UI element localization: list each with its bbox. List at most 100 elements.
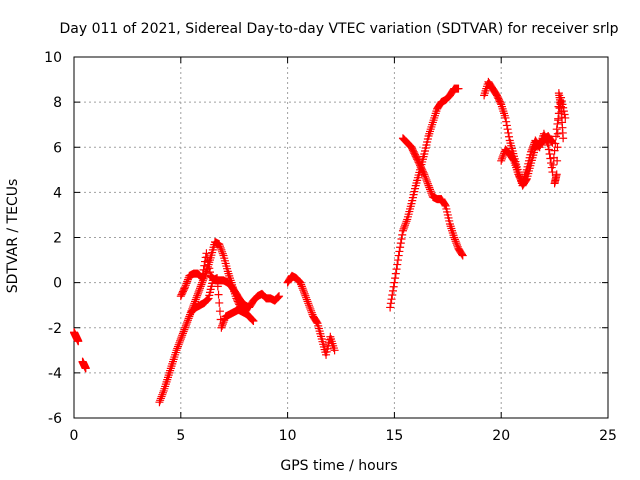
data-point (421, 172, 430, 181)
data-points (70, 77, 570, 407)
data-point (157, 392, 166, 401)
data-point (178, 331, 187, 340)
data-point (330, 346, 339, 355)
data-point (202, 249, 211, 258)
data-point (422, 175, 431, 184)
data-point (454, 84, 463, 93)
data-point (561, 113, 570, 122)
data-point (199, 265, 208, 274)
data-point (451, 237, 460, 246)
data-point (502, 121, 511, 130)
data-point (543, 139, 552, 148)
x-tick-label: 0 (70, 428, 79, 444)
y-tick-label: -4 (48, 366, 62, 382)
data-point (504, 128, 513, 137)
data-point (503, 125, 512, 134)
data-point (193, 291, 202, 300)
data-point (183, 316, 192, 325)
data-point (421, 174, 430, 183)
series-seg8 (398, 134, 467, 260)
data-point (302, 295, 311, 304)
y-tick-label: 2 (53, 231, 62, 247)
data-point (176, 336, 185, 345)
data-point (159, 388, 167, 397)
data-point (215, 298, 224, 307)
data-point (552, 125, 561, 134)
chart-title: Day 011 of 2021, Sidereal Day-to-day VTE… (59, 21, 618, 37)
data-point (194, 288, 203, 297)
data-point (193, 289, 202, 298)
data-point (553, 119, 562, 128)
data-point (450, 233, 459, 242)
data-point (400, 222, 409, 231)
data-point (527, 147, 536, 156)
data-point (184, 314, 193, 323)
data-point (505, 132, 514, 141)
data-point (297, 282, 306, 291)
data-point (155, 398, 164, 407)
data-point (426, 187, 435, 196)
data-point (181, 283, 190, 292)
data-point (179, 327, 188, 336)
data-point (191, 295, 200, 304)
data-point (450, 235, 459, 244)
data-point (307, 308, 316, 317)
data-point (182, 279, 191, 288)
data-point (180, 325, 189, 334)
data-point (243, 310, 252, 319)
data-point (218, 321, 227, 330)
data-point (386, 299, 395, 308)
data-point (198, 269, 207, 278)
y-axis-label: SDTVAR / TECUs (5, 179, 21, 294)
data-point (307, 306, 316, 315)
data-point (205, 268, 214, 277)
data-point (542, 137, 551, 146)
x-tick-label: 25 (599, 428, 617, 444)
data-point (393, 260, 402, 269)
data-point (192, 293, 201, 302)
data-point (195, 286, 204, 295)
x-tick-label: 5 (176, 428, 185, 444)
data-point (182, 319, 191, 328)
data-point (501, 113, 510, 122)
data-point (539, 129, 548, 138)
data-point (197, 280, 206, 289)
data-point (389, 282, 398, 291)
data-point (183, 277, 192, 286)
data-point (218, 247, 227, 256)
data-point (203, 256, 212, 265)
data-point (203, 295, 212, 304)
data-point (172, 346, 181, 355)
data-point (215, 242, 224, 251)
x-tick-label: 10 (279, 428, 297, 444)
data-point (497, 154, 506, 163)
y-tick-label: 10 (44, 50, 62, 66)
data-point (158, 390, 167, 399)
data-point (183, 318, 192, 327)
y-tick-label: 0 (53, 276, 62, 292)
data-point (198, 274, 207, 283)
data-point (545, 150, 554, 159)
data-point (304, 299, 313, 308)
data-point (217, 245, 226, 254)
data-point (398, 226, 407, 235)
data-point (390, 278, 399, 287)
data-point (388, 286, 397, 295)
data-point (392, 265, 401, 274)
data-point (173, 342, 182, 351)
data-point (303, 297, 312, 306)
data-point (220, 316, 229, 325)
data-point (425, 183, 434, 192)
data-point (391, 274, 400, 283)
data-point (394, 251, 403, 260)
data-point (203, 295, 212, 304)
data-point (424, 181, 433, 190)
data-point (275, 292, 284, 301)
x-axis-label: GPS time / hours (280, 458, 397, 474)
series-seg10 (497, 93, 570, 188)
data-point (273, 293, 282, 302)
data-point (544, 145, 553, 154)
y-tick-label: -2 (48, 321, 62, 337)
data-point (546, 154, 555, 163)
data-point (395, 247, 404, 256)
